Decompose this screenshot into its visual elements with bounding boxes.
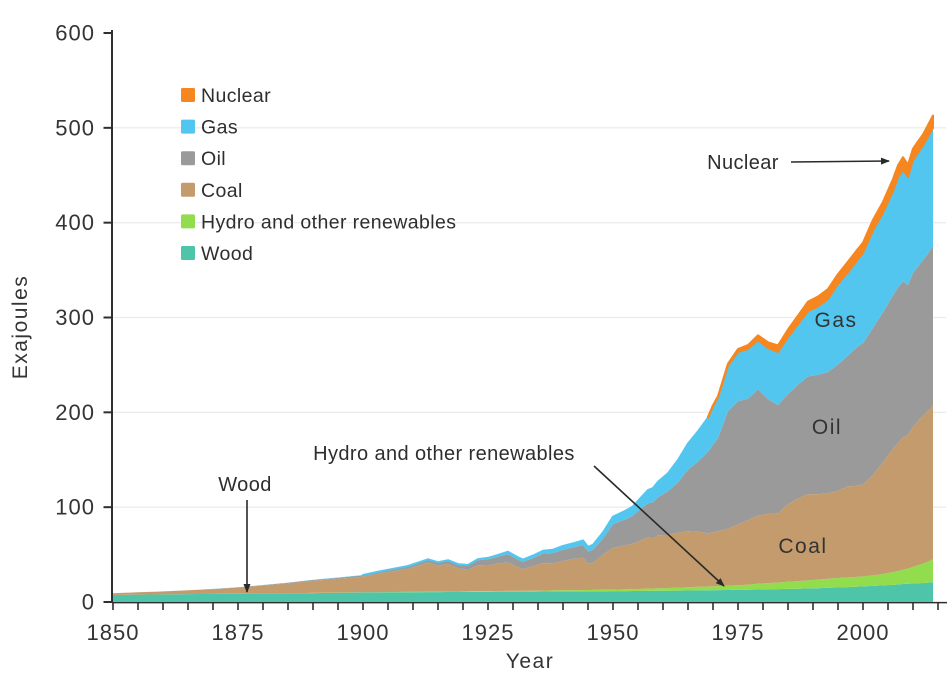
area-hydro-and-other-renewables: [113, 559, 933, 595]
legend-label-oil: Oil: [201, 148, 226, 170]
annotation-arrow-0: [790, 157, 890, 165]
legend: Nuclear Gas Oil Coal Hydro and other ren…: [181, 85, 456, 265]
y-tick-label-100: 100: [55, 495, 95, 520]
area-label-gas: Gas: [814, 309, 857, 332]
legend-item-nuclear: Nuclear: [181, 85, 271, 107]
legend-swatch-5: [181, 246, 195, 260]
legend-item-coal: Coal: [181, 180, 243, 202]
x-tick-label-1950: 1950: [587, 620, 640, 645]
legend-swatch-4: [181, 214, 195, 229]
legend-label-gas: Gas: [201, 117, 238, 139]
legend-item-gas: Gas: [181, 117, 238, 139]
legend-label-coal: Coal: [201, 180, 243, 202]
area-nuclear: [707, 114, 934, 419]
y-tick-label-500: 500: [55, 115, 95, 140]
x-tick-label-1925: 1925: [462, 620, 515, 645]
x-tick-label-1975: 1975: [712, 620, 765, 645]
annotation-arrow-2: [593, 465, 725, 587]
legend-item-hydro: Hydro and other renewables: [181, 211, 456, 233]
legend-label-hydro: Hydro and other renewables: [201, 211, 456, 233]
legend-swatch-3: [181, 182, 195, 197]
annotation-wood: Wood: [218, 474, 272, 496]
legend-swatch-1: [181, 119, 195, 134]
area-gas: [113, 127, 933, 594]
legend-item-wood: Wood: [181, 243, 253, 265]
axis-layer: 0 100 200 300 400 500 600 1850 1875 1900 1925 1950 1…: [55, 21, 939, 645]
label-layer: Exajoules Year Gas Oil Coal Nuclear Wood…: [9, 152, 857, 673]
area-label-coal: Coal: [778, 535, 827, 558]
area-oil: [113, 246, 933, 594]
y-tick-label-400: 400: [55, 210, 95, 235]
area-coal: [113, 405, 933, 595]
legend-swatch-2: [181, 151, 195, 166]
annotation-arrow-layer: [243, 157, 890, 593]
annotation-hydro: Hydro and other renewables: [313, 443, 575, 465]
y-tick-label-0: 0: [82, 590, 95, 615]
legend-label-wood: Wood: [201, 243, 253, 265]
legend-label-nuclear: Nuclear: [201, 85, 271, 107]
y-tick-label-200: 200: [55, 400, 95, 425]
x-tick-label-2000: 2000: [837, 620, 890, 645]
legend-item-oil: Oil: [181, 148, 226, 170]
x-axis-title: Year: [506, 650, 554, 673]
x-tick-label-1900: 1900: [337, 620, 390, 645]
y-axis-title: Exajoules: [9, 275, 32, 380]
area-label-oil: Oil: [812, 416, 842, 439]
area-wood: [113, 582, 933, 602]
legend-swatch-0: [181, 88, 195, 102]
area-layer: [113, 114, 934, 602]
x-tick-label-1875: 1875: [212, 620, 265, 645]
annotation-nuclear: Nuclear: [707, 152, 779, 174]
y-tick-label-600: 600: [55, 21, 95, 46]
x-tick-label-1850: 1850: [87, 620, 140, 645]
y-tick-label-300: 300: [55, 305, 95, 330]
